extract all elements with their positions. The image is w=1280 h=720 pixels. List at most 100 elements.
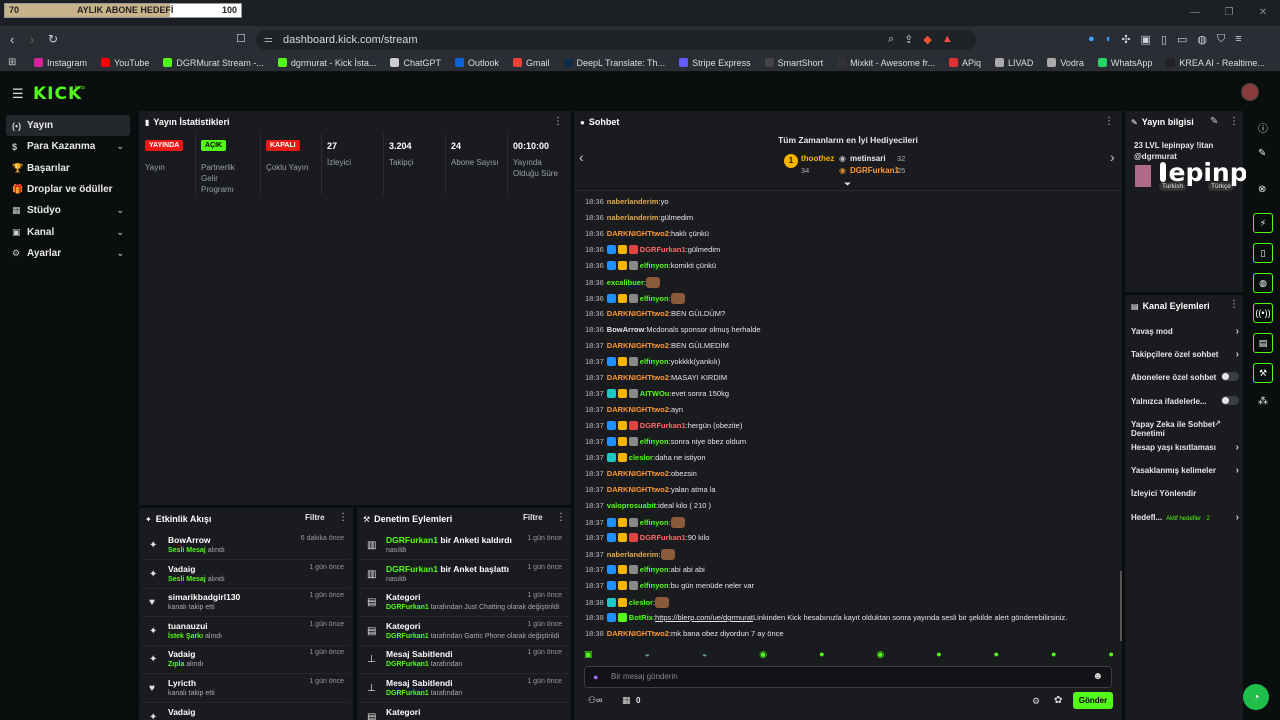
bookmark-item[interactable]: Gmail (513, 58, 550, 68)
chat-message[interactable]: 18:37 DARKNIGHTtwo2: ayn (585, 405, 683, 414)
bookmark-item[interactable]: Mixkit - Awesome fr... (837, 58, 935, 68)
emote-1-icon[interactable]: ▣ (584, 649, 593, 659)
message-username[interactable]: valoprosuabit (606, 501, 656, 510)
message-username[interactable]: elfinyon (639, 357, 669, 366)
chat-message[interactable]: 18:37 elfinyon: yokkkk(yankılı) (585, 357, 720, 366)
chat-message[interactable]: 18:37 AITWOu: evet sonra 150kg (585, 389, 729, 398)
message-username[interactable]: DARKNIGHTtwo2 (606, 485, 669, 494)
emote-10-icon[interactable]: ● (1108, 649, 1114, 659)
message-username[interactable]: DGRFurkan1 (639, 245, 686, 254)
chat-message[interactable]: 18:37 elfinyon: bu gün menüde neler var (585, 581, 754, 590)
message-username[interactable]: DARKNIGHTtwo2 (606, 405, 669, 414)
gifter-2-name[interactable]: metinsari (850, 154, 886, 163)
message-username[interactable]: naberlanderim (606, 213, 659, 222)
activity-row[interactable]: ✦ Vadaig (142, 704, 350, 720)
brave-shield-icon[interactable]: ◆ (923, 34, 932, 46)
message-username[interactable]: DARKNIGHTtwo2 (606, 309, 669, 318)
connections-icon[interactable]: ⁂ (1258, 396, 1268, 407)
message-username[interactable]: cleslor (628, 598, 653, 607)
chat-message[interactable]: 18:37 elfinyon: sonra niye öbez oldum (585, 437, 746, 446)
emote-2-icon[interactable]: ◒ (644, 649, 650, 659)
bookmark-item[interactable]: Stripe Express (679, 58, 751, 68)
chat-more-icon[interactable]: ⋮ (1104, 116, 1114, 127)
info-icon[interactable]: ⓘ (1258, 124, 1268, 135)
quick-action-lightning-icon[interactable]: ⚡ (1253, 213, 1273, 233)
emote-5-icon[interactable]: ● (819, 649, 825, 659)
activity-filter-button[interactable]: Filtre (305, 513, 325, 522)
user-avatar[interactable] (1241, 83, 1259, 101)
moderation-row[interactable]: ▥ DGRFurkan1 bir Anketi kaldırdı nasıldı 1 … (360, 532, 568, 560)
moderation-more-icon[interactable]: ⋮ (556, 512, 566, 523)
message-username[interactable]: DARKNIGHTtwo2 (606, 229, 669, 238)
channel-action-item[interactable]: Hedefl... Aktif hedefler · 2 › (1131, 512, 1239, 523)
chat-message[interactable]: 18:37 cleslor: daha ne istiyon (585, 453, 706, 462)
restore-icon[interactable]: ❐ (1224, 7, 1234, 18)
emote-7-icon[interactable]: ● (936, 649, 942, 659)
chat-message[interactable]: 18:38 DARKNIGHTtwo2: mk bana obez diyordu… (585, 629, 784, 638)
activity-more-icon[interactable]: ⋮ (338, 512, 348, 523)
quick-action-chat-icon[interactable]: ◍ (1253, 273, 1273, 293)
message-username[interactable]: elfinyon (639, 294, 669, 303)
minimize-icon[interactable]: — (1190, 7, 1200, 18)
message-username[interactable]: BotRix (628, 613, 653, 622)
message-username[interactable]: elfinyon (639, 581, 669, 590)
extension-2-icon[interactable]: ◖ (1104, 33, 1112, 45)
share-icon[interactable]: ⇪ (904, 34, 914, 46)
sidebar-item-6[interactable]: ⚙ Ayarlar ⌄ (6, 243, 130, 264)
chat-message[interactable]: 18:36 excalibuer: (585, 277, 660, 288)
bookmark-item[interactable]: LIVAD (995, 58, 1033, 68)
bookmark-item[interactable]: APiq (948, 58, 981, 68)
gifters-next-icon[interactable]: › (1110, 149, 1115, 165)
chat-settings-icon[interactable]: ⚙ (1032, 696, 1041, 706)
edit-stream-icon[interactable]: ✎ (1210, 116, 1219, 127)
quick-action-tools-icon[interactable]: ⚒ (1253, 363, 1273, 383)
message-link[interactable]: https://blerp.com/ue/dgrmurat (655, 613, 754, 622)
message-username[interactable]: cleslor (628, 453, 653, 462)
message-username[interactable]: elfinyon (639, 518, 669, 527)
forward-icon[interactable]: › (30, 32, 35, 47)
channel-action-item[interactable]: Yavaş mod › (1131, 326, 1239, 337)
moderation-filter-button[interactable]: Filtre (523, 513, 543, 522)
chat-message[interactable]: 18:37 elfinyon: abi abi abi (585, 565, 705, 574)
quick-action-layout-icon[interactable]: ▤ (1253, 333, 1273, 353)
chat-message[interactable]: 18:36 naberlanderim: yo (585, 197, 668, 206)
chat-message[interactable]: 18:37 valoprosuabit: ideal kilo ( 210 ) (585, 501, 711, 510)
gifter-3-name[interactable]: DGRFurkan1 (850, 166, 899, 175)
moderation-row[interactable]: ⊥ Mesaj Sabitlendi DGRFurkan1 tarafından 1 … (360, 675, 568, 703)
emote-3-icon[interactable]: ◒ (701, 649, 708, 659)
emote-6-icon[interactable]: ◉ (876, 649, 885, 659)
activity-row[interactable]: ♥ Lyricth kanalı takip etti 1 gün önce (142, 675, 350, 703)
quick-action-broadcast-icon[interactable]: ((•)) (1253, 303, 1273, 323)
channel-action-item[interactable]: Yalnızca ifadelerle... (1131, 395, 1239, 406)
kick-logo[interactable]: KICK (33, 84, 83, 104)
moderation-row[interactable]: ▤ Kategori (360, 704, 568, 720)
site-info-icon[interactable]: ⚌ (264, 34, 273, 45)
chat-scrollbar[interactable] (1120, 571, 1122, 641)
bookmark-item[interactable]: dgrmurat - Kick İsta... (277, 58, 376, 68)
chat-users-icon[interactable]: ⚇∞ (588, 695, 603, 705)
message-username[interactable]: elfinyon (639, 261, 669, 270)
moderation-row[interactable]: ▤ Kategori DGRFurkan1 tarafından Just Chat… (360, 589, 568, 618)
chat-message[interactable]: 18:38 cleslor: (585, 597, 670, 608)
help-chat-button[interactable]: ◔ (1243, 684, 1269, 710)
toggle-switch[interactable] (1221, 395, 1239, 405)
channel-action-item[interactable]: Yapay Zeka ile Sohbet Denetimi ↗ (1131, 419, 1221, 438)
emote-8-icon[interactable]: ● (993, 649, 1000, 659)
bookmark-item[interactable]: WhatsApp (1097, 58, 1152, 68)
chat-message[interactable]: 18:37 DARKNIGHTtwo2: MASAYI KIRDIM (585, 373, 727, 382)
extension-1-icon[interactable]: ● (1088, 33, 1095, 45)
brave-rewards-icon[interactable]: ▲ (941, 33, 953, 45)
chat-message[interactable]: 18:37 DGRFurkan1: hergün (obezite) (585, 421, 742, 430)
message-username[interactable]: BowArrow (606, 325, 645, 334)
activity-row[interactable]: ✦ Vadaig Sesli Mesaj alındı 1 gün önce (142, 561, 350, 589)
message-username[interactable]: DARKNIGHTtwo2 (606, 373, 669, 382)
sidebar-item-0[interactable]: (•) Yayın (6, 115, 130, 136)
bookmark-item[interactable]: DGRMurat Stream -... (163, 58, 264, 68)
activity-row[interactable]: ✦ tuanauzui İstek Şarkı alındı 1 gün önce (142, 618, 350, 646)
chat-message[interactable]: 18:36 BowArrow: Mcdonals sponsor olmuş he… (585, 325, 761, 334)
chat-message[interactable]: 18:36 DARKNIGHTtwo2: haklı çünkü (585, 229, 709, 238)
chat-message[interactable]: 18:36 DARKNIGHTtwo2: BEN GÜLDÜM? (585, 309, 725, 318)
bookmark-item[interactable]: ChatGPT (390, 58, 441, 68)
message-username[interactable]: elfinyon (639, 437, 669, 446)
message-username[interactable]: naberlanderim (606, 550, 659, 559)
